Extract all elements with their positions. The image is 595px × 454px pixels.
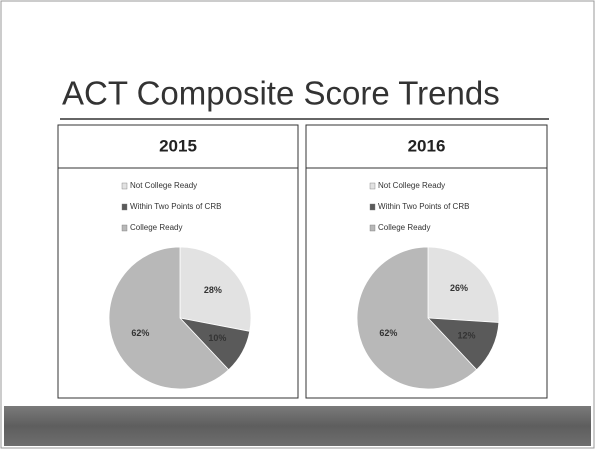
legend-swatch (121, 182, 128, 190)
chart-title: 2015 (159, 136, 197, 155)
legend-label: Not College Ready (130, 181, 197, 190)
data-label: 12% (458, 331, 476, 341)
legend-label: College Ready (130, 223, 182, 232)
pie-slice (427, 246, 500, 323)
slide-title: ACT Composite Score Trends (62, 75, 500, 112)
legend-swatch (121, 224, 128, 232)
data-label: 62% (379, 328, 397, 338)
legend-label: Not College Ready (378, 181, 445, 190)
data-label: 28% (204, 285, 222, 295)
data-label: 62% (131, 328, 149, 338)
legend-swatch (369, 203, 376, 211)
pie-slice (179, 246, 252, 332)
legend-label: Within Two Points of CRB (378, 202, 469, 211)
data-label: 26% (450, 283, 468, 293)
legend-swatch (369, 224, 376, 232)
legend-swatch (369, 182, 376, 190)
pie-slice (356, 246, 478, 390)
pie-slice (108, 246, 230, 390)
legend-label: Within Two Points of CRB (130, 202, 221, 211)
footer-band (4, 406, 591, 446)
chart-title: 2016 (408, 136, 446, 155)
legend-swatch (121, 203, 128, 211)
data-label: 10% (208, 333, 226, 343)
legend-label: College Ready (378, 223, 430, 232)
